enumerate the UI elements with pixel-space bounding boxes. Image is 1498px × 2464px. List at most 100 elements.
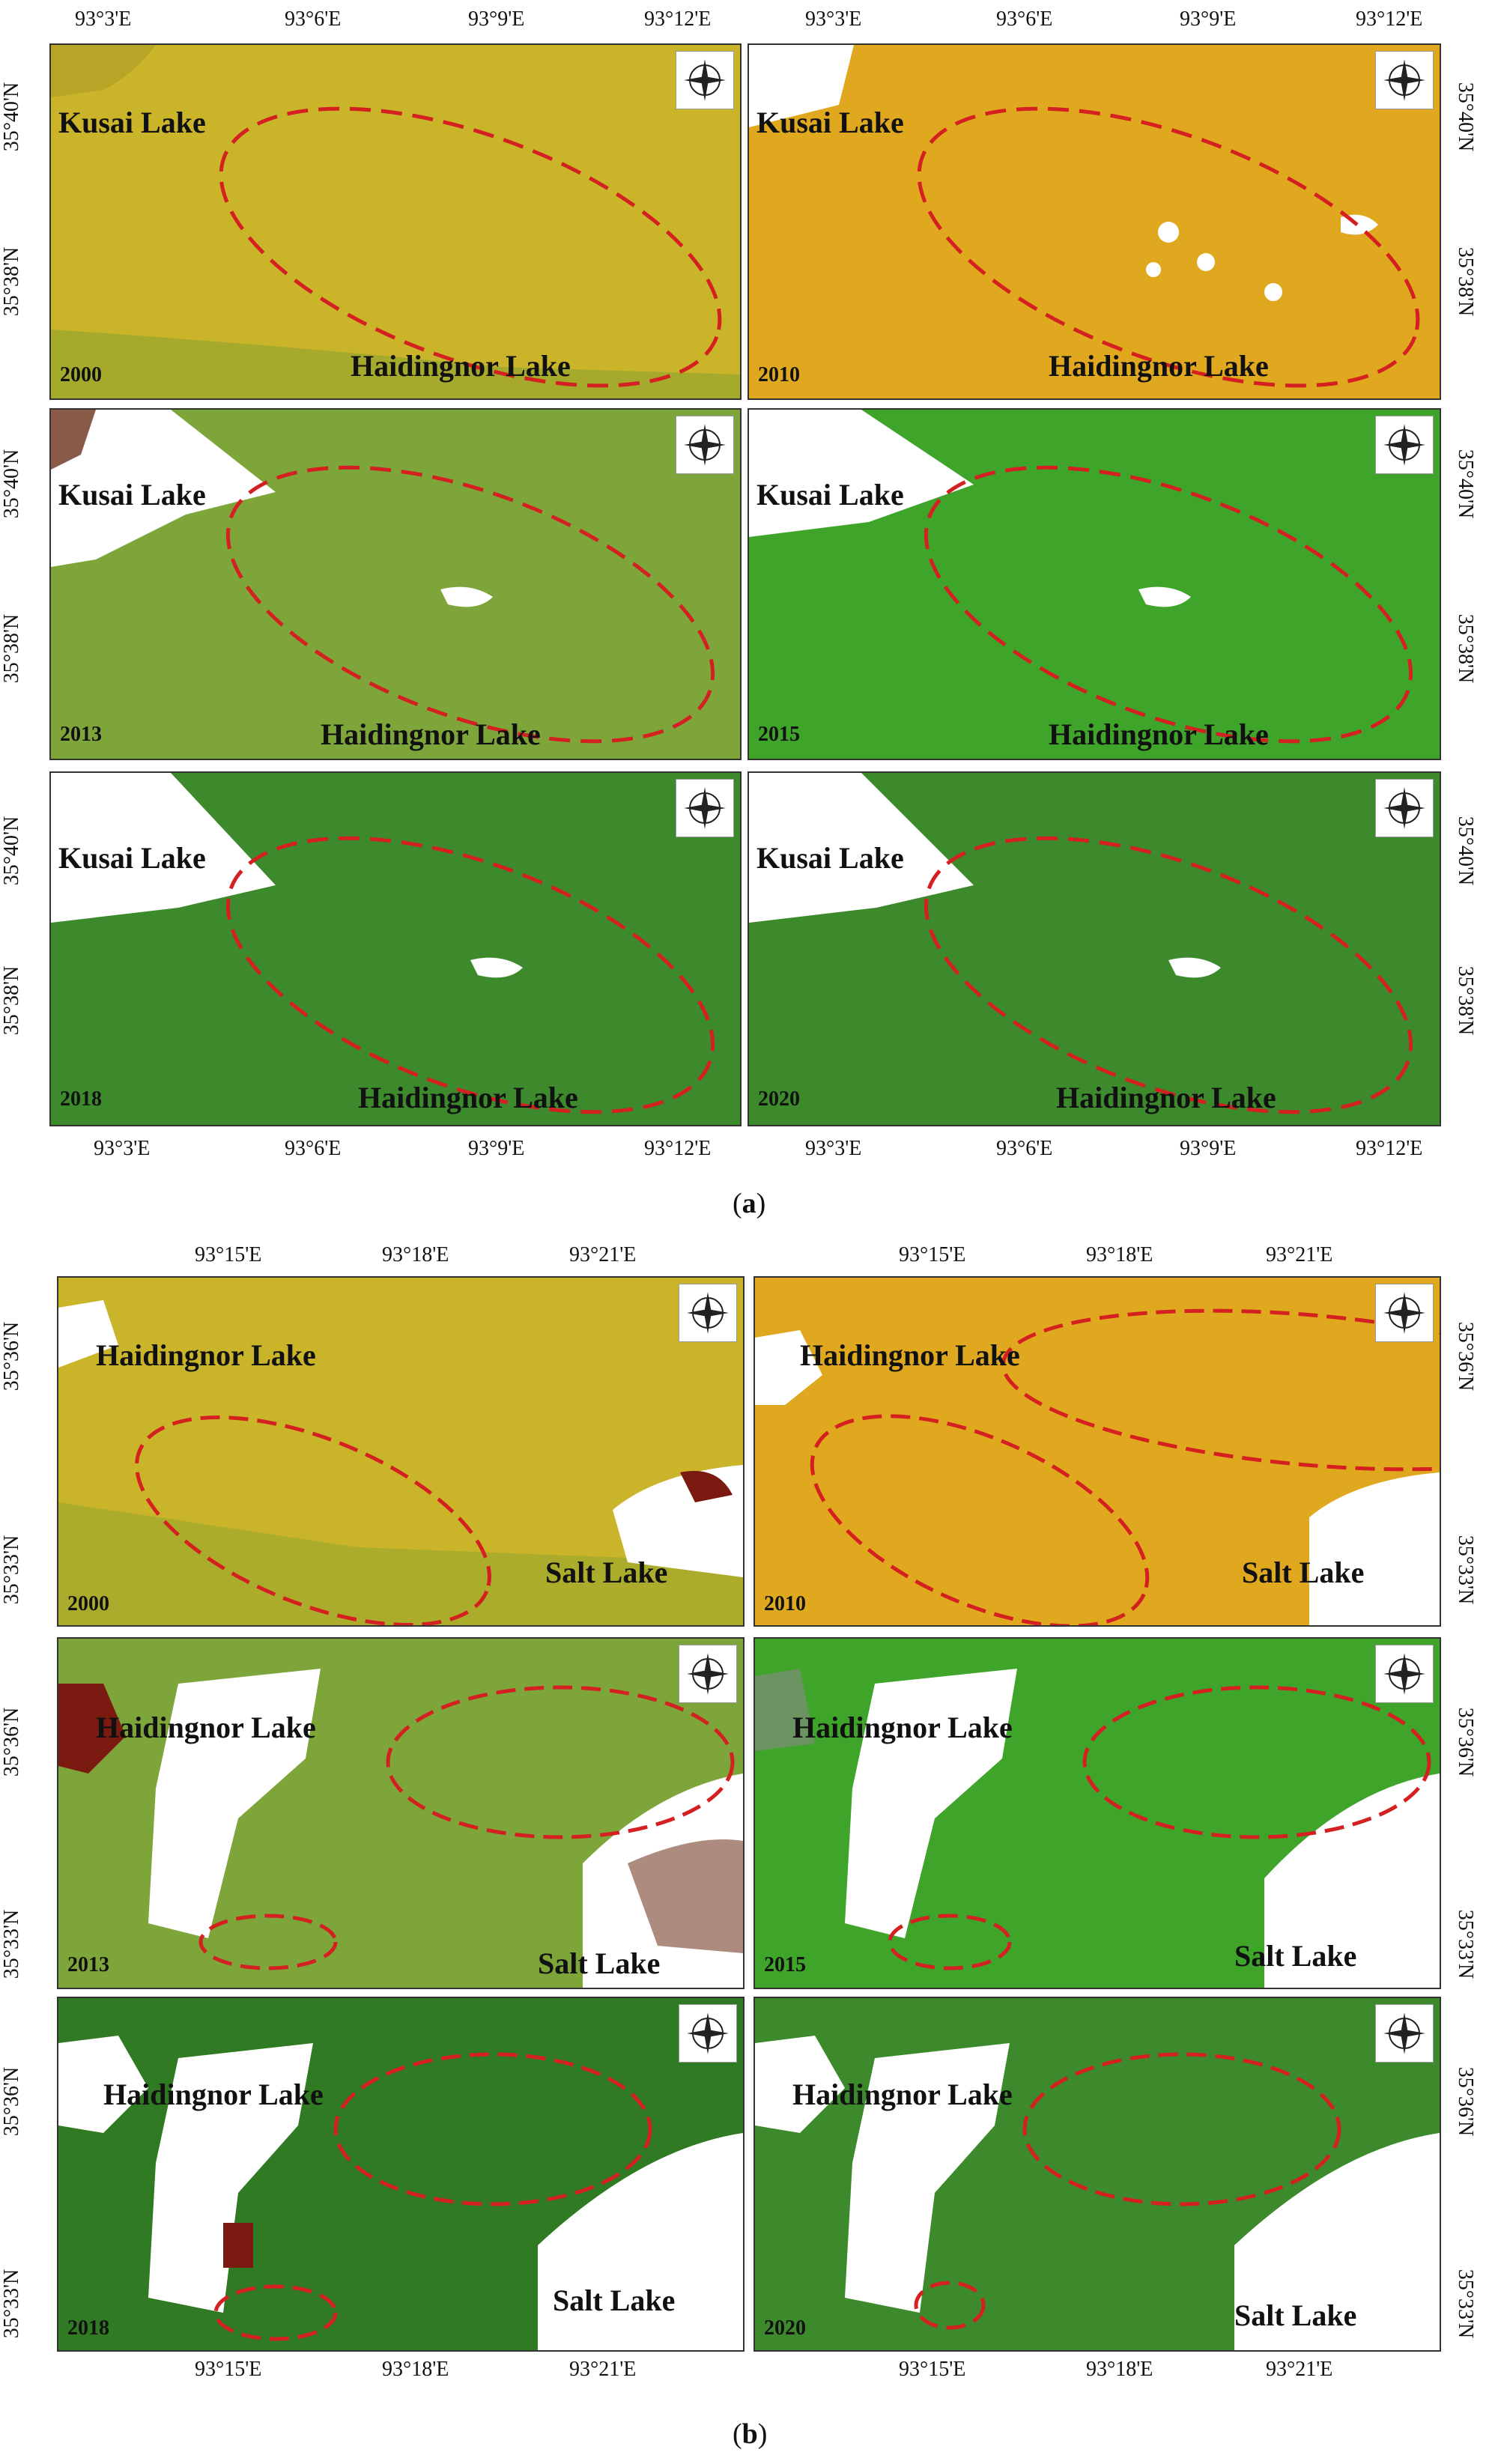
year-label: 2020	[764, 2316, 806, 2340]
map-raster	[755, 1639, 1440, 1988]
map-panel-a-2020: Kusai Lake Haidingnor Lake 2020	[748, 771, 1441, 1126]
lat-tick-right: 35°36'N	[1454, 1321, 1478, 1392]
lat-tick-left: 35°40'N	[0, 82, 24, 152]
lat-tick-right: 35°33'N	[1454, 2269, 1478, 2339]
lake-label: Kusai Lake	[756, 478, 904, 512]
lon-tick-bottom: 93°3'E	[94, 1137, 151, 1160]
lake-label: Salt Lake	[545, 1556, 668, 1589]
map-raster	[749, 773, 1440, 1125]
year-label: 2015	[758, 723, 800, 746]
compass-rose-icon	[676, 779, 734, 837]
lon-tick-bottom: 93°6'E	[996, 1137, 1053, 1160]
lake-label: Salt Lake	[1234, 2298, 1357, 2332]
map-panel-a-2015: Kusai Lake Haidingnor Lake 2015	[748, 408, 1441, 760]
lon-tick-top: 93°9'E	[1180, 7, 1237, 31]
lon-tick-bottom: 93°9'E	[468, 1137, 525, 1160]
compass-rose-icon	[679, 1284, 737, 1342]
compass-rose-icon	[1375, 1645, 1434, 1703]
lat-tick-left: 35°36'N	[0, 2066, 24, 2137]
map-raster	[749, 45, 1440, 398]
lat-tick-left: 35°40'N	[0, 449, 24, 519]
lat-tick-right: 35°36'N	[1454, 2066, 1478, 2137]
lon-tick-bottom: 93°12'E	[644, 1137, 712, 1160]
lat-tick-right: 35°40'N	[1454, 82, 1478, 152]
lake-label: Kusai Lake	[58, 841, 206, 875]
lake-label: Haidingnor Lake	[358, 1081, 578, 1114]
compass-rose-icon	[676, 51, 734, 109]
compass-rose-icon	[1375, 1284, 1434, 1342]
map-raster	[51, 773, 740, 1125]
lon-tick-bottom: 93°18'E	[382, 2358, 449, 2381]
lake-label: Haidingnor Lake	[1056, 1081, 1276, 1114]
map-raster	[58, 1278, 743, 1625]
lat-tick-right: 35°38'N	[1454, 246, 1478, 317]
lake-label: Haidingnor Lake	[351, 349, 571, 383]
lat-tick-right: 35°33'N	[1454, 1909, 1478, 1979]
lat-tick-left: 35°40'N	[0, 816, 24, 886]
year-label: 2013	[67, 1953, 109, 1976]
year-label: 2015	[764, 1953, 806, 1976]
lon-tick-top: 93°15'E	[899, 1243, 966, 1266]
year-label: 2013	[60, 723, 102, 746]
lake-label: Kusai Lake	[58, 478, 206, 512]
map-panel-a-2000: Kusai Lake Haidingnor Lake 2000	[49, 43, 742, 400]
lake-label: Salt Lake	[553, 2284, 676, 2317]
lat-tick-right: 35°40'N	[1454, 816, 1478, 886]
lat-tick-right: 35°33'N	[1454, 1535, 1478, 1605]
lake-label: Haidingnor Lake	[792, 2078, 1013, 2111]
lake-label: Salt Lake	[1234, 1939, 1357, 1973]
lake-label: Haidingnor Lake	[96, 1338, 316, 1372]
lat-tick-right: 35°38'N	[1454, 613, 1478, 684]
compass-rose-icon	[1375, 416, 1434, 474]
caption-a: (a)	[733, 1188, 766, 1219]
map-panel-a-2010: Kusai Lake Haidingnor Lake 2010	[748, 43, 1441, 400]
lake-label: Salt Lake	[538, 1946, 661, 1980]
lon-tick-bottom: 93°15'E	[899, 2358, 966, 2381]
compass-rose-icon	[679, 1645, 737, 1703]
map-raster	[58, 1639, 743, 1988]
lat-tick-left: 35°36'N	[0, 1707, 24, 1777]
lat-tick-left: 35°33'N	[0, 1535, 24, 1605]
compass-rose-icon	[679, 2004, 737, 2063]
year-label: 2018	[60, 1087, 102, 1111]
lake-label: Kusai Lake	[58, 106, 206, 139]
lon-tick-top: 93°6'E	[996, 7, 1053, 31]
lake-label: Haidingnor Lake	[103, 2078, 324, 2111]
year-label: 2010	[764, 1592, 806, 1615]
compass-rose-icon	[1375, 2004, 1434, 2063]
caption-letter: a	[742, 1188, 756, 1219]
lon-tick-bottom: 93°18'E	[1086, 2358, 1153, 2381]
map-raster	[58, 1998, 743, 2350]
lon-tick-top: 93°18'E	[382, 1243, 449, 1266]
lon-tick-top: 93°9'E	[468, 7, 525, 31]
lon-tick-top: 93°6'E	[285, 7, 342, 31]
map-raster	[51, 45, 740, 398]
map-panel-b-2010: Haidingnor Lake Salt Lake 2010	[753, 1276, 1441, 1627]
map-panel-a-2018: Kusai Lake Haidingnor Lake 2018	[49, 771, 742, 1126]
year-label: 2010	[758, 363, 800, 386]
lake-label: Salt Lake	[1242, 1556, 1365, 1589]
lon-tick-top: 93°21'E	[569, 1243, 637, 1266]
lat-tick-left: 35°33'N	[0, 1909, 24, 1979]
map-panel-a-2013: Kusai Lake Haidingnor Lake 2013	[49, 408, 742, 760]
map-raster	[749, 410, 1440, 759]
lat-tick-right: 35°36'N	[1454, 1707, 1478, 1777]
compass-rose-icon	[1375, 51, 1434, 109]
year-label: 2018	[67, 2316, 109, 2340]
map-panel-b-2013: Haidingnor Lake Salt Lake 2013	[57, 1637, 745, 1989]
lat-tick-left: 35°36'N	[0, 1321, 24, 1392]
lat-tick-left: 35°33'N	[0, 2269, 24, 2339]
lon-tick-top: 93°21'E	[1266, 1243, 1333, 1266]
lake-label: Kusai Lake	[756, 106, 904, 139]
map-panel-b-2018: Haidingnor Lake Salt Lake 2018	[57, 1997, 745, 2352]
lat-tick-left: 35°38'N	[0, 613, 24, 684]
year-label: 2000	[60, 363, 102, 386]
map-panel-b-2000: Haidingnor Lake Salt Lake 2000	[57, 1276, 745, 1627]
map-panel-b-2020: Haidingnor Lake Salt Lake 2020	[753, 1997, 1441, 2352]
lake-label: Kusai Lake	[756, 841, 904, 875]
map-raster	[755, 1998, 1440, 2350]
lon-tick-bottom: 93°9'E	[1180, 1137, 1237, 1160]
lake-label: Haidingnor Lake	[96, 1711, 316, 1744]
lake-label: Haidingnor Lake	[1049, 349, 1269, 383]
lon-tick-bottom: 93°6'E	[285, 1137, 342, 1160]
